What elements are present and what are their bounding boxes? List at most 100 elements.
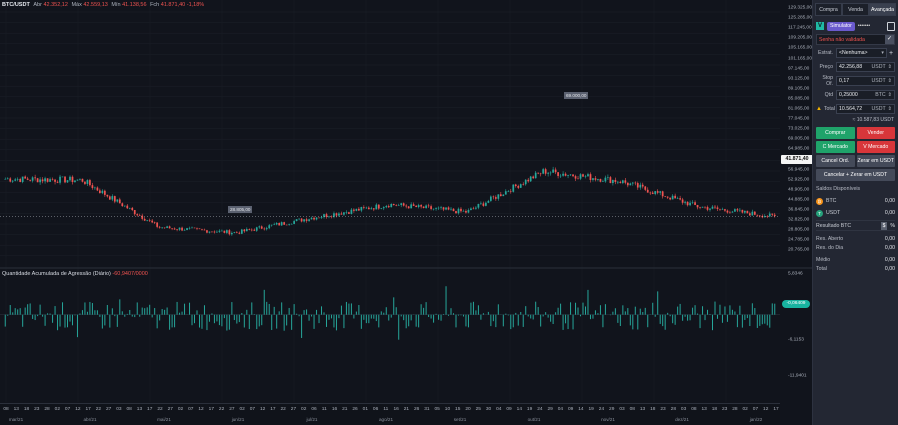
cancel-orders-button[interactable]: Cancel Ord. [816,155,855,167]
candle [544,169,547,174]
time-tick: 03 [619,407,625,412]
time-tick: 22 [157,407,163,412]
candle [489,196,492,201]
stat-label: Res. Aberto [816,235,844,242]
time-tick: 22 [280,407,286,412]
candle [574,176,577,179]
chart-area[interactable]: BTC/USDT Abr 42.352,12 Máx 42.559,13 Mín… [0,0,813,425]
price-tick: 52.925,00 [788,177,810,183]
candle [514,184,517,187]
time-tick: 20 [465,407,471,412]
candle [39,179,41,183]
candle [614,179,617,182]
cancel-zero-button[interactable]: Cancelar + Zerar em USDT [816,169,895,181]
time-tick: 24 [537,407,543,412]
candle [235,232,238,233]
price-tick: 20.765,00 [788,247,810,253]
account-selector[interactable]: Simulator [827,21,855,31]
candle [457,208,460,214]
lock-icon[interactable] [887,21,895,31]
zero-usdt-button[interactable]: Zerar em USDT [856,155,895,167]
indicator-name: Quantidade Acumulada de Agressão (Diário… [2,271,111,277]
open-label: Abr [33,2,42,8]
candle [303,219,305,222]
stat-label: Médio [816,256,831,263]
currency-toggle[interactable]: $ [880,221,888,230]
candle [480,203,482,205]
sell-button[interactable]: Vender [856,127,895,139]
candle [198,228,201,230]
candle [494,197,497,199]
time-tick: 12 [763,407,769,412]
candle [305,219,308,221]
candle [66,180,69,183]
tab-sell[interactable]: Venda [842,3,869,16]
candle [587,174,589,177]
candle [773,214,776,217]
time-tick: 04 [557,407,564,412]
candle [340,213,343,215]
add-strategy-icon[interactable]: + [888,49,894,57]
candle [512,184,515,192]
time-tick: 01 [362,407,368,412]
high-annotation: 69.000,00 [564,92,589,99]
total-input[interactable]: 10.564,72 USDT ⇕ [836,104,895,114]
validate-button[interactable]: ✓ [885,35,894,44]
max-label: Máx [71,2,82,8]
candle [148,220,151,221]
price-tick: 73.025,00 [788,126,810,132]
candle [6,178,9,180]
qty-row: Qtd 0,25000 BTC ⇕ [816,89,895,101]
account-password[interactable]: ••••••• [857,23,871,29]
price-tick: 64.985,00 [788,146,810,152]
candle [69,176,71,181]
price-chart[interactable] [0,0,812,425]
candle [216,231,218,233]
balance-value: 0,00 [884,198,895,204]
time-tick: 13 [639,407,646,412]
buy-button[interactable]: Comprar [816,127,855,139]
qty-input[interactable]: 0,25000 BTC ⇕ [836,90,895,100]
candle [153,222,156,223]
stepper-icon[interactable]: ⇕ [887,64,892,70]
candle [34,177,37,179]
candle [285,224,288,226]
candle [223,230,226,233]
stop-label: Stop Of. [822,75,833,87]
candle [701,206,704,208]
candle [594,178,597,180]
sell-market-button[interactable]: V Mercado [856,141,895,153]
price-tick: 101.165,00 [788,56,813,61]
month-tick: jul/21 [306,417,318,422]
candle [367,207,370,210]
stepper-icon[interactable]: ⇕ [887,78,892,84]
strategy-value: <Nenhuma> [839,50,868,56]
candle [557,172,559,176]
stop-input[interactable]: 0,17 USDT ⇕ [836,76,895,86]
price-tick: 56.945,00 [788,167,810,173]
tab-buy[interactable]: Compra [815,3,842,16]
candle [372,208,375,210]
stat-value: 0,00 [884,244,895,251]
candle [450,208,452,210]
candle [193,227,196,229]
candle [432,208,435,210]
time-tick: 02 [301,407,307,412]
time-tick: 08 [3,407,9,412]
candle [278,223,281,226]
candle [118,199,121,204]
time-axis[interactable]: 08 13 18 23 28 02 07 12 17 22 27 03 08 13 17 22 27 02 07 12… [0,403,780,425]
candle [123,205,126,207]
price-input[interactable]: 42.256,88 USDT ⇕ [836,62,895,72]
percent-toggle[interactable]: % [890,222,895,229]
candle [519,184,522,188]
strategy-select[interactable]: <Nenhuma> ▾ [836,48,887,58]
candle [21,176,24,182]
buy-market-button[interactable]: C Mercado [816,141,855,153]
btc-icon: ₿ [816,197,823,205]
candle [161,227,164,229]
stepper-icon[interactable]: ⇕ [887,92,892,98]
tab-advanced[interactable]: Avançada [869,3,896,16]
candle [362,206,365,208]
stepper-icon[interactable]: ⇕ [887,106,892,112]
